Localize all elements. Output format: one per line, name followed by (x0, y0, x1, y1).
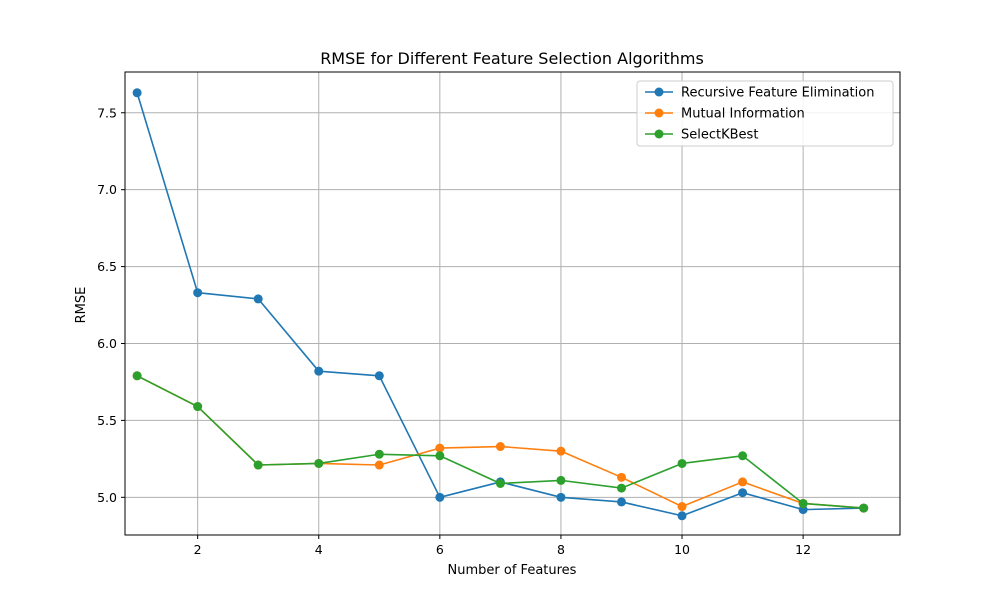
x-tick-label: 2 (194, 542, 202, 557)
chart-title: RMSE for Different Feature Selection Alg… (320, 49, 704, 68)
legend: Recursive Feature Elimination Mutual Info… (636, 80, 894, 147)
data-point (556, 446, 566, 456)
data-point (616, 497, 626, 507)
data-point (859, 503, 869, 513)
x-tick-label: 6 (436, 542, 444, 557)
data-point (253, 460, 263, 470)
data-point (677, 511, 687, 521)
plot-area-frame (124, 71, 901, 536)
legend-item: Recursive Feature Elimination (645, 86, 874, 101)
data-point (374, 371, 384, 381)
data-point (798, 498, 808, 508)
data-point (495, 442, 505, 452)
legend-marker (654, 108, 664, 118)
legend-item: Mutual Information (645, 107, 805, 122)
series-selectkbest (132, 371, 869, 513)
y-tick-label: 5.5 (97, 413, 117, 428)
grid-lines (125, 72, 900, 535)
data-point (556, 475, 566, 485)
data-point (314, 366, 324, 376)
data-point (435, 451, 445, 461)
x-tick-label: 12 (795, 542, 811, 557)
y-tick-label: 7.0 (97, 182, 117, 197)
y-tick-label: 7.5 (97, 105, 117, 120)
x-axis-ticks: 2 4 6 8 10 12 (194, 535, 811, 557)
y-tick-label: 6.5 (97, 259, 117, 274)
legend-label: Mutual Information (681, 107, 805, 122)
data-point (435, 443, 445, 453)
data-point (435, 492, 445, 502)
data-point (193, 288, 203, 298)
data-point (677, 502, 687, 512)
x-axis-label: Number of Features (448, 563, 577, 578)
data-point (132, 371, 142, 381)
y-axis-label: RMSE (74, 287, 89, 324)
y-tick-label: 6.0 (97, 336, 117, 351)
legend-label: Recursive Feature Elimination (681, 86, 874, 101)
data-point (132, 88, 142, 98)
legend-item: SelectKBest (645, 128, 758, 143)
legend-marker (654, 87, 664, 97)
y-axis-ticks: 5.0 5.5 6.0 6.5 7.0 7.5 (97, 105, 125, 505)
y-tick-label: 5.0 (97, 490, 117, 505)
data-point (616, 483, 626, 493)
data-point (738, 477, 748, 487)
data-point (314, 458, 324, 468)
x-tick-label: 4 (315, 542, 323, 557)
data-point (677, 458, 687, 468)
data-point (374, 449, 384, 459)
legend-box (636, 80, 894, 147)
data-point (738, 451, 748, 461)
data-point (374, 460, 384, 470)
data-point (253, 294, 263, 304)
data-point (495, 478, 505, 488)
series-layer (132, 88, 869, 521)
data-point (798, 505, 808, 515)
legend-label: SelectKBest (681, 128, 758, 143)
data-point (556, 492, 566, 502)
x-tick-label: 10 (674, 542, 690, 557)
data-point (193, 402, 203, 412)
legend-marker (654, 129, 664, 139)
data-point (616, 472, 626, 482)
data-point (738, 488, 748, 498)
x-tick-label: 8 (557, 542, 565, 557)
